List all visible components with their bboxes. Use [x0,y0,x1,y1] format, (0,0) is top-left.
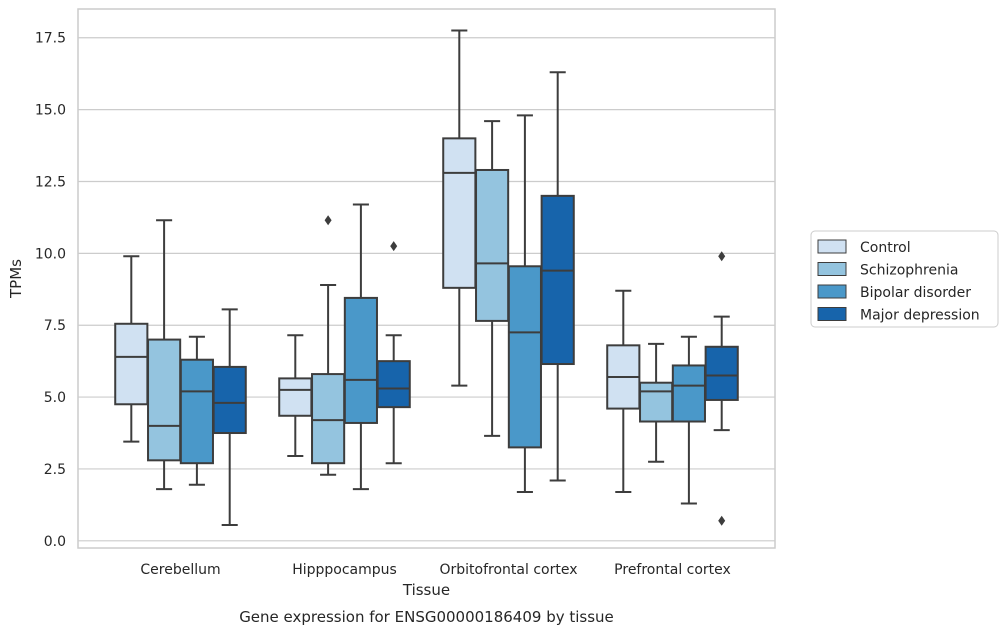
box-body [278,377,313,417]
x-tick-label: Prefrontal cortex [614,562,731,578]
box-major-depression [540,71,575,482]
y-tick-labels: 0.0 2.5 5.0 7.5 10.0 12.5 15.0 17.5 [35,31,66,550]
x-tick-label: Cerebellum [140,562,220,578]
y-tick-label: 2.5 [44,462,66,478]
box-body [212,365,247,435]
box-body [639,381,674,423]
box-bipolar-disorder [343,203,378,491]
box-body [179,358,214,465]
box-body [311,373,346,465]
y-axis-label: TPMs [7,259,25,299]
y-tick-label: 17.5 [35,31,66,47]
legend-swatch [817,307,847,321]
box-control [278,334,313,458]
box-body [442,137,477,289]
box-body [540,194,575,366]
box-body [147,338,182,462]
box-major-depression [212,308,247,527]
y-tick-label: 12.5 [35,174,66,190]
outlier-point [324,215,332,226]
grid-lines [78,37,775,542]
x-tick-label: Hipppocampus [292,562,397,578]
legend-label: Major depression [860,308,980,324]
box-body [704,345,739,401]
box-bipolar-disorder [507,114,542,493]
box-major-depression [376,241,411,465]
box-body [343,296,378,424]
box-body [475,168,510,322]
outlier-point [718,251,726,262]
legend-swatch [817,262,847,276]
boxes-layer [114,29,739,527]
box-control [442,29,477,387]
box-bipolar-disorder [671,335,706,505]
legend-label: Bipolar disorder [860,285,971,301]
box-schizophrenia [147,219,182,491]
box-body [671,364,706,423]
y-tick-label: 15.0 [35,103,66,119]
box-major-depression [704,251,739,526]
box-control [114,255,149,443]
x-axis-label: Tissue [402,581,450,599]
box-schizophrenia [639,342,674,463]
outlier-point [390,241,398,252]
y-tick-label: 10.0 [35,246,66,262]
y-tick-label: 7.5 [44,318,66,334]
legend-frame [810,230,999,328]
box-bipolar-disorder [179,335,214,486]
legend: Control Schizophrenia Bipolar disorder Majo… [810,230,999,328]
outlier-point [718,515,726,526]
x-tick-label: Orbitofrontal cortex [440,562,578,578]
legend-swatch [817,239,847,254]
plot-frame [77,8,776,549]
box-control [606,289,641,493]
box-schizophrenia [311,215,346,476]
box-schizophrenia [475,120,510,437]
y-tick-label: 0.0 [44,534,66,550]
x-tick-labels: Cerebellum Hipppocampus Orbitofrontal cort… [140,562,730,578]
box-body [507,265,542,449]
box-body [114,322,149,406]
box-body [376,360,411,409]
chart-caption: Gene expression for ENSG00000186409 by t… [239,608,614,626]
y-tick-label: 5.0 [44,390,66,406]
legend-swatch [817,284,847,299]
legend-label: Schizophrenia [860,263,958,279]
legend-label: Control [860,240,911,256]
